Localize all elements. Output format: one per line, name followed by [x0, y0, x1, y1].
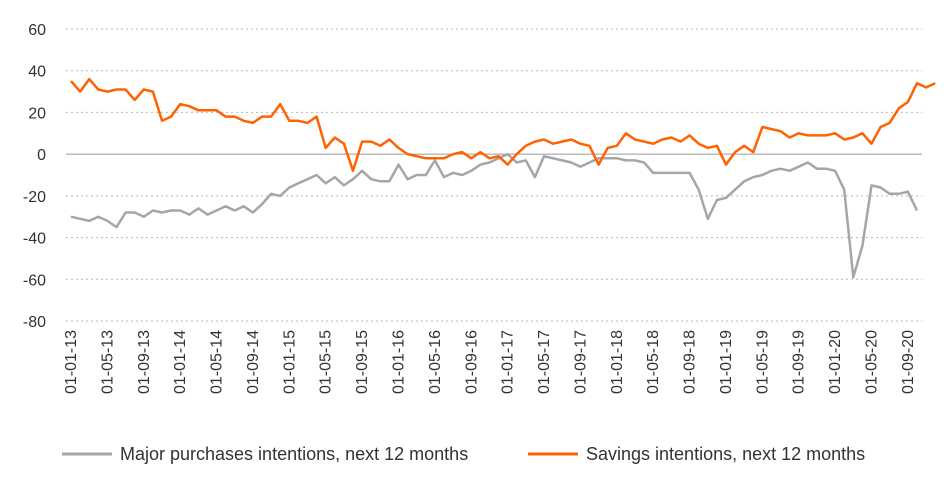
y-tick-label: -40 — [23, 231, 46, 248]
x-tick-label: 01-05-19 — [754, 330, 771, 394]
x-tick-label: 01-09-13 — [136, 330, 153, 394]
y-tick-label: -80 — [23, 314, 46, 331]
legend-label-savings: Savings intentions, next 12 months — [586, 444, 865, 464]
y-tick-label: 0 — [37, 147, 46, 164]
series-line-major-purchases — [70, 152, 919, 279]
x-tick-label: 01-01-17 — [500, 330, 517, 394]
x-tick-label: 01-09-14 — [245, 330, 262, 394]
x-tick-label: 01-09-18 — [682, 330, 699, 394]
x-tick-label: 01-01-20 — [827, 330, 844, 394]
x-tick-label: 01-01-19 — [718, 330, 735, 394]
x-tick-label: 01-05-13 — [99, 330, 116, 394]
x-tick-label: 01-09-17 — [572, 330, 589, 394]
x-tick-label: 01-09-20 — [900, 330, 917, 394]
series-line-savings — [70, 77, 936, 173]
legend: Major purchases intentions, next 12 mont… — [62, 444, 865, 464]
x-tick-label: 01-05-16 — [427, 330, 444, 394]
x-tick-label: 01-09-16 — [463, 330, 480, 394]
x-tick-label: 01-01-15 — [281, 330, 298, 394]
x-tick-label: 01-05-17 — [536, 330, 553, 394]
x-tick-label: 01-01-18 — [609, 330, 626, 394]
x-axis-tick-labels: 01-01-13 01-05-13 01-09-13 01-01-14 01-05-14… — [63, 330, 917, 394]
x-tick-label: 01-05-18 — [645, 330, 662, 394]
x-tick-label: 01-05-15 — [318, 330, 335, 394]
x-tick-label: 01-05-20 — [864, 330, 881, 394]
y-axis-tick-labels: -80 -60 -40 -20 0 20 40 60 — [23, 22, 46, 331]
y-tick-label: 40 — [28, 64, 46, 81]
y-tick-label: -60 — [23, 272, 46, 289]
x-tick-label: 01-01-16 — [390, 330, 407, 394]
y-tick-label: 60 — [28, 22, 46, 39]
series-lines — [70, 77, 936, 279]
x-tick-label: 01-09-19 — [791, 330, 808, 394]
x-tick-label: 01-01-14 — [172, 330, 189, 394]
x-tick-label: 01-09-15 — [354, 330, 371, 394]
x-tick-label: 01-01-13 — [63, 330, 80, 394]
legend-label-major-purchases: Major purchases intentions, next 12 mont… — [120, 444, 468, 464]
y-tick-label: -20 — [23, 189, 46, 206]
y-tick-label: 20 — [28, 105, 46, 122]
x-tick-label: 01-05-14 — [209, 330, 226, 394]
gridlines — [66, 28, 922, 322]
